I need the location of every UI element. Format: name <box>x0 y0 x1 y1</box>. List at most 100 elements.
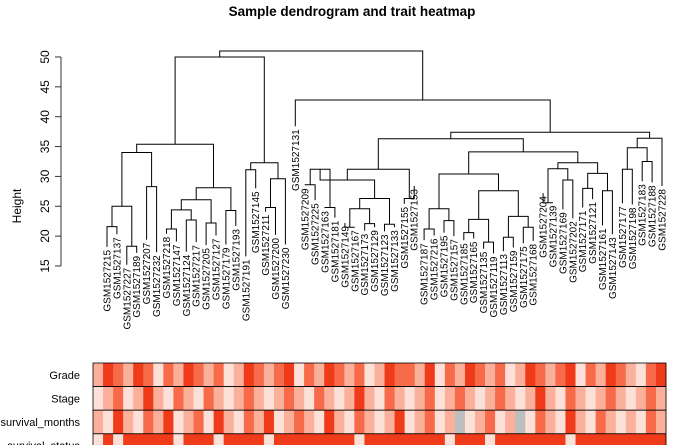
sample-label: GSM1527185 <box>459 243 470 305</box>
heatmap-cell <box>625 363 637 387</box>
heatmap-cell <box>565 363 576 387</box>
heatmap-cell <box>424 363 436 387</box>
trait-label: Stage <box>51 393 80 405</box>
dendrogram-branch <box>250 162 279 179</box>
heatmap-cell <box>525 363 536 387</box>
heatmap-cell <box>223 433 235 445</box>
heatmap-cell <box>404 386 416 411</box>
sample-label: GSM1527121 <box>588 202 599 264</box>
heatmap-cell <box>485 433 496 445</box>
sample-label: GSM1527200 <box>271 237 282 299</box>
sample-label: GSM1527202 <box>568 221 579 283</box>
trait-heatmap <box>92 362 667 445</box>
heatmap-cell <box>153 386 164 411</box>
heatmap-cell <box>243 410 255 434</box>
heatmap-cell <box>243 363 255 387</box>
dendrogram-branch <box>195 187 232 211</box>
sample-label: GSM1527198 <box>628 207 639 269</box>
heatmap-cell <box>364 386 375 411</box>
heatmap-cell <box>535 433 546 445</box>
heatmap-cell <box>183 433 194 445</box>
heatmap-cell <box>123 363 134 387</box>
sample-label: GSM1527153 <box>410 189 421 251</box>
sample-label: GSM1527143 <box>608 237 619 299</box>
sample-label: GSM1527159 <box>509 250 520 312</box>
heatmap-cell <box>464 363 476 387</box>
heatmap-cell <box>284 386 295 411</box>
heatmap-cell <box>384 433 395 445</box>
heatmap-cell <box>173 433 184 445</box>
dendrogram-branch <box>136 143 214 188</box>
dendrogram-branch <box>377 138 524 170</box>
heatmap-cell <box>645 363 657 387</box>
sample-label: GSM1527204 <box>539 196 550 258</box>
sample-label: GSM1527171 <box>578 210 589 272</box>
sample-label: GSM1527131 <box>291 129 302 191</box>
heatmap-cell <box>374 386 385 411</box>
sample-label: GSM1527179 <box>221 247 232 309</box>
heatmap-cell <box>525 410 536 434</box>
trait-label: survival_months <box>1 417 81 429</box>
heatmap-cell <box>334 363 345 387</box>
heatmap-cell <box>294 433 305 445</box>
dendrogram-branch <box>364 223 376 231</box>
sample-label: GSM1527113 <box>499 254 510 315</box>
heatmap-cell <box>223 386 235 411</box>
heatmap-cell <box>163 386 174 411</box>
heatmap-cell <box>103 363 114 387</box>
sample-label: GSM1527123 <box>380 234 391 296</box>
heatmap-cell <box>515 386 526 411</box>
sample-label: GSM1527137 <box>112 237 123 299</box>
heatmap-cell <box>595 363 607 387</box>
heatmap-cell <box>344 363 355 387</box>
sample-label: GSM1527173 <box>360 233 371 295</box>
heatmap-cell <box>354 386 365 411</box>
heatmap-cell <box>655 410 667 434</box>
heatmap-cell <box>655 433 667 445</box>
heatmap-cell <box>434 433 446 445</box>
heatmap-cell <box>424 433 436 445</box>
heatmap-cell <box>294 410 305 434</box>
heatmap-cell <box>304 410 315 434</box>
heatmap-cell <box>374 410 385 434</box>
sample-label: GSM1527155 <box>400 206 411 268</box>
heatmap-cell <box>304 386 315 411</box>
sample-label: GSM1527129 <box>370 230 381 292</box>
heatmap-cell <box>213 386 225 411</box>
sample-label: GSM1527227 <box>122 267 133 329</box>
heatmap-cell <box>575 363 586 387</box>
heatmap-cell <box>565 386 576 411</box>
dendrogram-branch <box>641 161 653 183</box>
sample-label: GSM1527232 <box>152 255 163 317</box>
sample-label: GSM1527193 <box>231 229 242 291</box>
heatmap-cell <box>163 433 174 445</box>
heatmap-cell <box>193 433 204 445</box>
heatmap-cell <box>394 433 406 445</box>
heatmap-cell <box>364 363 375 387</box>
heatmap-cell <box>374 363 385 387</box>
heatmap-cell <box>615 410 627 434</box>
heatmap-cell <box>585 433 597 445</box>
heatmap-cell <box>263 386 275 411</box>
sample-label: GSM1527230 <box>281 247 292 309</box>
sample-label: GSM1527133 <box>390 230 401 292</box>
sample-label: GSM1527177 <box>618 206 629 268</box>
heatmap-cell <box>404 433 416 445</box>
trait-labels: Grade Stage survival_months survival_status <box>1 370 81 445</box>
sample-label: GSM1527188 <box>648 185 659 247</box>
heatmap-cell <box>655 363 667 387</box>
heatmap-cell <box>213 363 225 387</box>
heatmap-cell <box>243 386 255 411</box>
sample-label: GSM1527175 <box>519 246 530 308</box>
heatmap-cell <box>103 410 114 434</box>
heatmap-cell <box>294 386 305 411</box>
heatmap-cell <box>655 386 667 411</box>
y-tick-label: 15 <box>38 259 52 273</box>
heatmap-cell <box>635 410 647 434</box>
heatmap-cell <box>123 433 134 445</box>
heatmap-cell <box>605 386 617 411</box>
heatmap-cell <box>314 410 325 434</box>
heatmap-cell <box>635 363 647 387</box>
heatmap-cell <box>273 410 285 434</box>
heatmap-cell <box>133 386 144 411</box>
